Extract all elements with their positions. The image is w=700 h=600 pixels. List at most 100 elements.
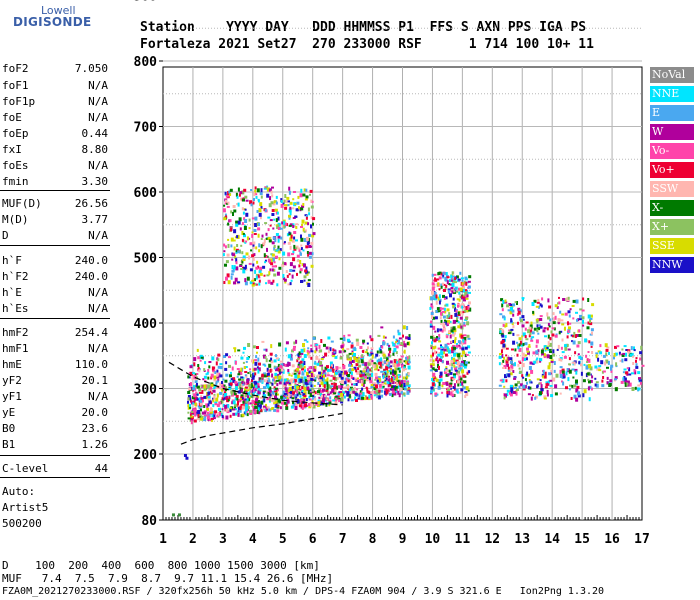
- echo-point: [372, 382, 376, 386]
- echo-point: [531, 362, 535, 365]
- echo-point: [303, 238, 307, 242]
- echo-point: [355, 379, 358, 382]
- echo-point: [571, 305, 575, 307]
- echo-point: [457, 373, 460, 377]
- echo-point: [442, 276, 445, 279]
- echo-point: [202, 378, 205, 381]
- echo-point: [246, 406, 250, 410]
- echo-point: [461, 284, 465, 287]
- echo-point: [549, 355, 553, 359]
- echo-point: [430, 305, 434, 309]
- echo-point: [626, 382, 629, 386]
- param-value: N/A: [88, 95, 108, 108]
- echo-point: [287, 379, 290, 383]
- echo-point: [275, 403, 278, 408]
- echo-point: [464, 291, 468, 296]
- echo-point: [502, 315, 505, 319]
- echo-point: [201, 389, 204, 394]
- echo-point: [454, 287, 457, 290]
- echo-point: [266, 274, 270, 277]
- echo-point: [216, 375, 220, 379]
- echo-point: [270, 344, 273, 349]
- echo-point: [630, 346, 633, 351]
- param-label: B1: [2, 438, 16, 451]
- echo-point: [254, 372, 257, 376]
- echo-point: [224, 191, 227, 195]
- echo-point: [340, 397, 344, 402]
- echo-point: [504, 335, 507, 339]
- echo-point: [520, 319, 523, 323]
- echo-point: [368, 394, 371, 399]
- echo-point: [258, 362, 261, 366]
- echo-point: [274, 375, 278, 379]
- echo-point: [582, 319, 584, 324]
- echo-point: [346, 348, 350, 351]
- echo-point: [334, 389, 337, 392]
- echo-point: [298, 385, 302, 388]
- echo-point: [252, 246, 255, 249]
- echo-point: [239, 398, 242, 400]
- echo-point: [227, 280, 231, 285]
- echo-point: [288, 391, 291, 393]
- echo-point: [361, 363, 365, 366]
- echo-point: [588, 397, 591, 402]
- echo-point: [194, 380, 198, 383]
- echo-point: [273, 377, 276, 382]
- echo-point: [278, 378, 281, 382]
- echo-point: [543, 354, 547, 358]
- echo-point: [534, 396, 537, 400]
- echo-point: [225, 199, 227, 203]
- echo-point: [576, 318, 578, 322]
- echo-point: [595, 383, 599, 388]
- echo-point: [446, 346, 449, 350]
- echo-point: [530, 396, 533, 401]
- echo-point: [361, 396, 364, 400]
- echo-point: [608, 384, 612, 387]
- echo-point: [559, 392, 562, 395]
- echo-point: [260, 396, 263, 399]
- echo-point: [307, 347, 310, 350]
- echo-point: [509, 310, 513, 315]
- echo-point: [245, 252, 249, 256]
- y-tick-label: 80: [141, 514, 157, 529]
- echo-point: [307, 368, 309, 372]
- echo-point: [552, 353, 556, 357]
- echo-point: [438, 352, 442, 354]
- echo-point: [263, 398, 266, 403]
- echo-point: [217, 380, 220, 383]
- echo-point: [299, 364, 303, 369]
- echo-point: [468, 370, 471, 374]
- echo-point: [268, 375, 271, 378]
- echo-point: [499, 379, 503, 382]
- echo-point: [460, 362, 464, 366]
- echo-point: [535, 339, 539, 344]
- echo-point: [466, 321, 470, 326]
- echo-point: [430, 320, 433, 325]
- echo-point: [187, 404, 191, 408]
- echo-point: [373, 394, 376, 397]
- echo-point: [546, 389, 549, 394]
- echo-point: [243, 346, 246, 350]
- echo-point: [567, 348, 571, 351]
- echo-point: [263, 394, 267, 399]
- echo-point: [602, 354, 606, 358]
- echo-point: [267, 228, 270, 232]
- echo-point: [464, 293, 468, 298]
- echo-point: [241, 222, 244, 226]
- echo-point: [252, 384, 255, 387]
- echo-point: [627, 380, 630, 384]
- echo-point: [552, 312, 555, 316]
- echo-point: [314, 391, 317, 395]
- echo-point: [460, 367, 463, 372]
- echo-point: [289, 201, 293, 205]
- echo-point: [254, 189, 257, 194]
- echo-point: [216, 372, 219, 377]
- echo-point: [591, 351, 594, 354]
- echo-point: [362, 339, 366, 343]
- echo-point: [430, 386, 434, 390]
- echo-point: [449, 363, 452, 367]
- echo-point: [351, 359, 354, 363]
- echo-point: [587, 386, 590, 391]
- echo-point: [362, 372, 365, 377]
- echo-point: [271, 253, 275, 257]
